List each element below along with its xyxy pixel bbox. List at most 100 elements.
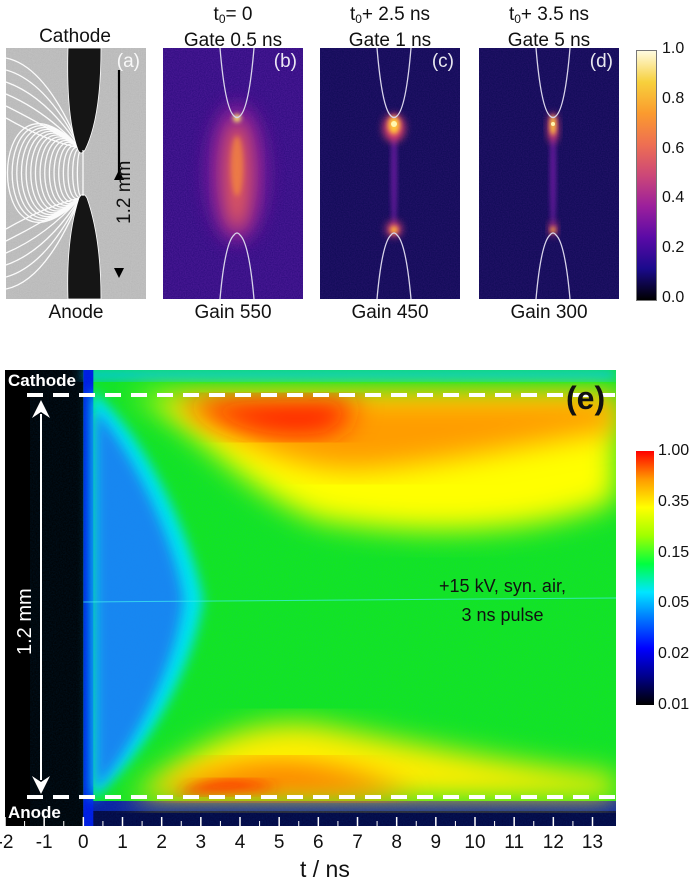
x-tick-label: 0 bbox=[78, 832, 89, 853]
field-line bbox=[6, 197, 81, 230]
x-tick-label: 5 bbox=[273, 832, 285, 853]
panel-e-scale-label: 1.2 mm bbox=[14, 588, 36, 655]
x-tick-label: 2 bbox=[156, 832, 167, 853]
x-tick-label: 9 bbox=[430, 832, 442, 853]
panel-d-label: (d) bbox=[589, 51, 613, 72]
panel-a-header: Cathode bbox=[39, 26, 111, 47]
panel-d-header: t0+ 3.5 ns Gate 5 ns bbox=[479, 4, 619, 52]
field-line bbox=[6, 93, 81, 149]
cathode-electrode bbox=[67, 48, 102, 154]
panel-noise bbox=[479, 48, 619, 299]
bottom-colorbar-tick: 0.02 bbox=[658, 645, 690, 663]
time-offset: + 3.5 ns bbox=[520, 4, 590, 25]
field-line bbox=[16, 126, 83, 220]
cathode-hotspot bbox=[551, 122, 555, 126]
panel-d-svg bbox=[479, 48, 619, 299]
scale-arrow-head-up bbox=[32, 400, 50, 418]
panel-a-scale-label: 1.2 mm bbox=[114, 160, 135, 224]
experiment-annotation: +15 kV, syn. air, 3 ns pulse bbox=[415, 572, 590, 630]
x-tick-label: 6 bbox=[313, 832, 324, 853]
top-colorbar-tick: 0.6 bbox=[662, 139, 685, 157]
top-colorbar-tick: 0.4 bbox=[662, 189, 685, 207]
scale-arrow-head-down bbox=[32, 776, 50, 794]
field-line bbox=[6, 197, 81, 242]
x-tick-label: 12 bbox=[542, 832, 564, 853]
anode-label: Anode bbox=[8, 803, 61, 822]
x-tick-label: 11 bbox=[504, 832, 525, 853]
panel-noise bbox=[320, 48, 460, 299]
gate-label: Gate 5 ns bbox=[507, 30, 591, 51]
field-line bbox=[6, 197, 81, 254]
field-line bbox=[6, 105, 81, 149]
x-tick-label: 1 bbox=[117, 832, 128, 853]
field-line bbox=[6, 197, 81, 278]
discharge-glow-center bbox=[231, 136, 243, 196]
panel-b-label: (b) bbox=[273, 51, 297, 72]
panel-b-svg bbox=[163, 48, 303, 299]
panel-e-heatmap bbox=[5, 370, 616, 826]
cathode-glow-peak bbox=[185, 400, 358, 436]
field-line bbox=[6, 69, 81, 149]
top-colorbar-tick: 1.0 bbox=[662, 40, 685, 57]
time-symbol: t bbox=[213, 4, 219, 25]
panel-a-label: (a) bbox=[116, 51, 140, 72]
field-line bbox=[6, 123, 83, 223]
annotation-line-1: +15 kV, syn. air, bbox=[439, 576, 566, 596]
channel-glow bbox=[391, 113, 397, 233]
time-offset: = 0 bbox=[225, 4, 253, 25]
panel-c-label: (c) bbox=[431, 51, 454, 72]
x-tick-label: 4 bbox=[234, 832, 246, 853]
bottom-colorbar-tick: 0.05 bbox=[658, 594, 690, 612]
panel-a-photo: (a) 1.2 mm bbox=[6, 48, 146, 299]
field-line bbox=[6, 197, 81, 290]
x-tick-label: 3 bbox=[195, 832, 207, 853]
time-subscript: 0 bbox=[355, 12, 362, 26]
detector-artifact-line bbox=[83, 597, 616, 603]
gate-label: Gate 1 ns bbox=[348, 30, 432, 51]
x-tick-label: 13 bbox=[581, 832, 604, 853]
time-offset: + 2.5 ns bbox=[361, 4, 431, 25]
x-tick-label: -1 bbox=[35, 832, 53, 853]
panel-d-image: (d) bbox=[479, 48, 619, 299]
anode-glow-peak bbox=[177, 780, 280, 794]
panel-c-footer: Gain 450 bbox=[351, 302, 429, 323]
cathode-label: Cathode bbox=[8, 371, 76, 390]
time-subscript: 0 bbox=[514, 12, 521, 26]
top-colorbar-tick: 0.2 bbox=[662, 239, 685, 257]
bottom-colorbar-tick: 0.35 bbox=[658, 492, 690, 510]
anode-glow-core bbox=[550, 227, 556, 233]
panel-c-header: t0+ 2.5 ns Gate 1 ns bbox=[320, 4, 460, 52]
panel-a-footer: Anode bbox=[48, 302, 104, 323]
time-symbol: t bbox=[349, 4, 356, 25]
bottom-colorbar-tick: 0.01 bbox=[658, 696, 690, 713]
bottom-colorbar-tick: 0.15 bbox=[658, 543, 690, 561]
top-colorbar-tick: 0.8 bbox=[662, 89, 685, 107]
annotation-line-2: 3 ns pulse bbox=[461, 605, 544, 625]
x-tick-label: 8 bbox=[391, 832, 402, 853]
x-tick-label: -2 bbox=[0, 832, 14, 853]
bottom-colorbar-tick: 1.00 bbox=[658, 442, 690, 459]
gate-label: Gate 0.5 ns bbox=[183, 30, 283, 51]
panel-d-footer: Gain 300 bbox=[510, 302, 588, 323]
panel-c-image: (c) bbox=[320, 48, 460, 299]
bottom-colorbar bbox=[636, 451, 654, 705]
top-colorbar bbox=[636, 50, 657, 301]
field-line bbox=[6, 197, 81, 266]
anode-outline bbox=[376, 232, 412, 299]
cathode-outline bbox=[535, 48, 571, 119]
field-line bbox=[20, 128, 83, 218]
top-colorbar-tick: 0.0 bbox=[662, 289, 685, 306]
time-subscript: 0 bbox=[218, 12, 226, 26]
time-symbol: t bbox=[508, 4, 515, 25]
anode-glow-core bbox=[390, 226, 398, 234]
field-line bbox=[6, 81, 81, 149]
panel-b-image: (b) bbox=[163, 48, 303, 299]
x-tick-label: 7 bbox=[352, 832, 363, 853]
x-tick-label: 10 bbox=[464, 832, 486, 853]
scale-arrow bbox=[114, 70, 124, 278]
x-axis-label: t / ns bbox=[300, 856, 350, 882]
field-line bbox=[6, 117, 81, 149]
panel-e-label: (e) bbox=[566, 380, 606, 416]
cathode-outline bbox=[219, 48, 255, 119]
field-line bbox=[53, 141, 83, 205]
